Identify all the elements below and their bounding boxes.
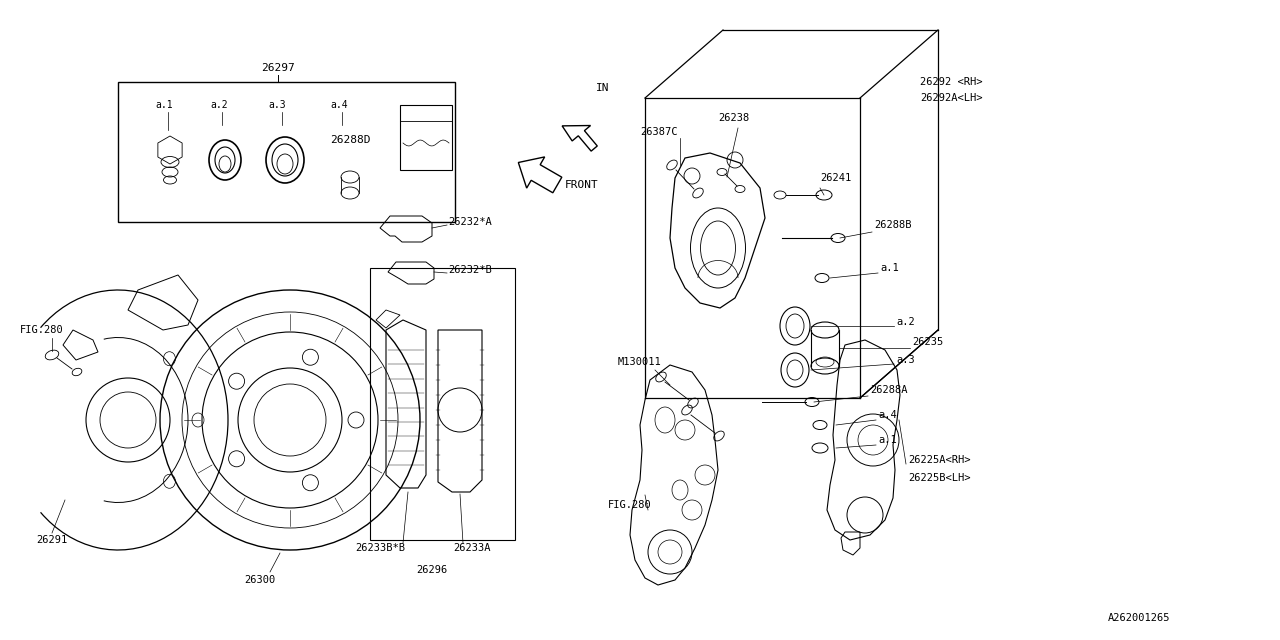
Text: a.1: a.1: [155, 100, 173, 110]
Text: a.3: a.3: [268, 100, 285, 110]
Text: 26300: 26300: [244, 575, 275, 585]
Text: A262001265: A262001265: [1107, 613, 1170, 623]
Text: 26233B*B: 26233B*B: [355, 543, 404, 553]
Text: FIG.280: FIG.280: [20, 325, 64, 335]
Text: 26291: 26291: [36, 535, 68, 545]
Bar: [399, 105, 452, 170]
Text: 26292A<LH>: 26292A<LH>: [920, 93, 983, 103]
Text: a.4: a.4: [878, 410, 897, 420]
Bar: [118, 82, 454, 222]
Text: FRONT: FRONT: [564, 180, 599, 190]
Text: M130011: M130011: [618, 357, 662, 367]
Text: 26296: 26296: [416, 565, 448, 575]
Text: 26297: 26297: [261, 63, 294, 73]
Text: a.4: a.4: [330, 100, 348, 110]
Text: a.1: a.1: [881, 263, 899, 273]
Text: 26235: 26235: [911, 337, 943, 347]
Text: 26225A<RH>: 26225A<RH>: [908, 455, 970, 465]
Text: 26238: 26238: [718, 113, 749, 123]
Text: a.2: a.2: [210, 100, 228, 110]
Text: 26233A: 26233A: [453, 543, 490, 553]
Text: a.1: a.1: [878, 435, 897, 445]
Text: a.3: a.3: [896, 355, 915, 365]
Text: IN: IN: [596, 83, 609, 93]
Text: 26241: 26241: [820, 173, 851, 183]
Text: 26292 <RH>: 26292 <RH>: [920, 77, 983, 87]
Text: 26225B<LH>: 26225B<LH>: [908, 473, 970, 483]
Text: 26288B: 26288B: [874, 220, 911, 230]
Text: a.2: a.2: [896, 317, 915, 327]
Text: 26288D: 26288D: [330, 135, 370, 145]
Text: FIG.280: FIG.280: [608, 500, 652, 510]
Text: 26387C: 26387C: [640, 127, 677, 137]
Text: 26232*A: 26232*A: [448, 217, 492, 227]
Text: 26288A: 26288A: [870, 385, 908, 395]
Bar: [370, 268, 515, 540]
Text: 26232*B: 26232*B: [448, 265, 492, 275]
